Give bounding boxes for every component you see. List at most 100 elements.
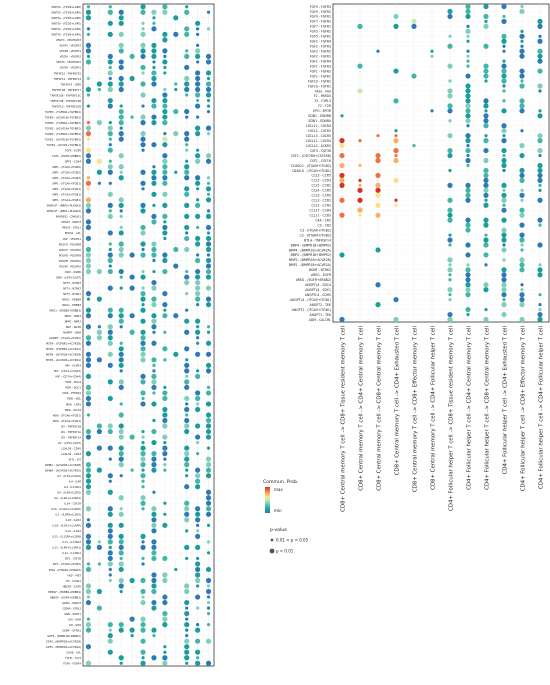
row-label: PDGFB - PDGFRB xyxy=(59,253,81,257)
data-point xyxy=(184,583,190,589)
row-label: IL15 - (IL15RA+IL2RB) xyxy=(52,535,81,539)
data-point xyxy=(85,566,92,573)
row-label: GDNF - GFRA1 xyxy=(62,628,81,632)
data-point xyxy=(205,59,212,65)
data-point xyxy=(97,325,101,329)
row-label: IL2 - (IL2RB+IL2RG) xyxy=(55,513,81,517)
data-point xyxy=(151,539,157,545)
data-point xyxy=(85,147,92,153)
data-point xyxy=(108,209,112,213)
row-label: WNT3A - (FZD6+LRP6) xyxy=(51,5,81,9)
data-point xyxy=(206,104,211,108)
data-point xyxy=(107,550,113,556)
data-point xyxy=(119,104,123,108)
data-point xyxy=(447,147,453,154)
data-point xyxy=(162,660,168,666)
data-point xyxy=(375,282,381,288)
data-point xyxy=(195,594,201,600)
row-label: MDK - PTPRZ1 xyxy=(63,391,82,395)
row-label: MSTN - (TGFBR1+ACVR2B) xyxy=(46,342,81,346)
data-point xyxy=(118,48,124,54)
data-point xyxy=(184,423,190,429)
data-point xyxy=(184,329,190,335)
data-point xyxy=(85,588,92,595)
data-point xyxy=(151,583,157,589)
row-label: TGFB3 - (ACVR1B+TGFBR2) xyxy=(45,115,81,119)
data-point xyxy=(430,109,434,113)
data-point xyxy=(162,103,168,109)
data-point xyxy=(206,231,211,235)
data-point xyxy=(483,282,489,288)
data-point xyxy=(502,44,506,48)
data-point xyxy=(86,297,91,301)
data-point xyxy=(502,188,506,192)
data-point xyxy=(118,412,124,418)
data-point xyxy=(393,297,399,303)
data-point xyxy=(85,158,92,164)
data-point xyxy=(151,456,157,462)
data-point xyxy=(519,192,525,198)
data-point xyxy=(107,528,113,534)
row-label: VEGFC - VEGFR2R3 xyxy=(56,38,81,42)
data-point xyxy=(501,3,507,10)
data-point xyxy=(151,191,157,197)
data-point xyxy=(107,103,113,109)
data-point xyxy=(184,9,190,15)
data-point xyxy=(184,484,190,490)
row-label: SPP1 - (ITGA9+ITGB1) xyxy=(52,187,81,191)
data-point xyxy=(184,318,190,324)
data-point xyxy=(205,495,212,501)
data-point xyxy=(86,595,91,599)
data-point xyxy=(151,53,157,60)
data-point xyxy=(339,177,345,183)
data-point xyxy=(465,88,471,94)
row-label: FGF2 - FGFR1 xyxy=(310,54,331,58)
data-point xyxy=(339,172,345,179)
row-label: LTA - TNFRSF1B xyxy=(61,424,81,428)
data-point xyxy=(96,357,102,363)
data-point xyxy=(519,316,525,323)
row-label: ANGPTL4 - SDC1 xyxy=(305,288,331,292)
row-label: WNT3A - (FZD5+LRP6) xyxy=(51,16,81,20)
data-point xyxy=(206,98,211,103)
row-label: TGFB1 - (TGFBR1+TGFBR2) xyxy=(45,132,81,136)
data-point xyxy=(375,172,381,179)
data-point xyxy=(108,181,112,185)
data-point xyxy=(118,313,124,319)
data-point xyxy=(184,169,190,175)
data-point xyxy=(108,578,112,583)
data-point xyxy=(195,131,201,137)
data-point xyxy=(375,182,381,188)
data-point xyxy=(412,144,416,148)
data-point xyxy=(501,192,507,198)
data-point xyxy=(152,363,156,367)
data-point xyxy=(85,522,92,528)
data-point xyxy=(184,428,190,435)
data-point xyxy=(448,293,452,297)
data-point xyxy=(184,136,190,142)
data-point xyxy=(501,217,507,223)
row-label: CCL5 - CCR5 xyxy=(311,174,331,178)
data-point xyxy=(447,63,453,69)
data-point xyxy=(394,129,398,133)
row-label: IL13 - (IL4R+IL13RA1) xyxy=(52,546,81,550)
data-point xyxy=(195,103,201,109)
data-point xyxy=(483,23,489,29)
data-point xyxy=(447,108,453,114)
data-point xyxy=(184,511,190,517)
row-label: GDF5 - (BMPR1B+ACVR2B) xyxy=(46,639,81,643)
data-point xyxy=(119,209,123,213)
data-point xyxy=(173,131,179,137)
data-point xyxy=(118,533,124,539)
data-point xyxy=(119,225,123,230)
panel-frame xyxy=(332,3,550,323)
data-point xyxy=(118,550,124,556)
row-label: IL13 - IL13RA1 xyxy=(62,551,81,555)
row-label: MDK - SDC1 xyxy=(65,386,81,390)
data-point xyxy=(96,158,102,164)
data-point xyxy=(184,64,190,71)
data-point xyxy=(393,157,399,164)
data-point xyxy=(205,186,212,192)
data-point xyxy=(85,660,92,666)
data-point xyxy=(339,212,345,218)
